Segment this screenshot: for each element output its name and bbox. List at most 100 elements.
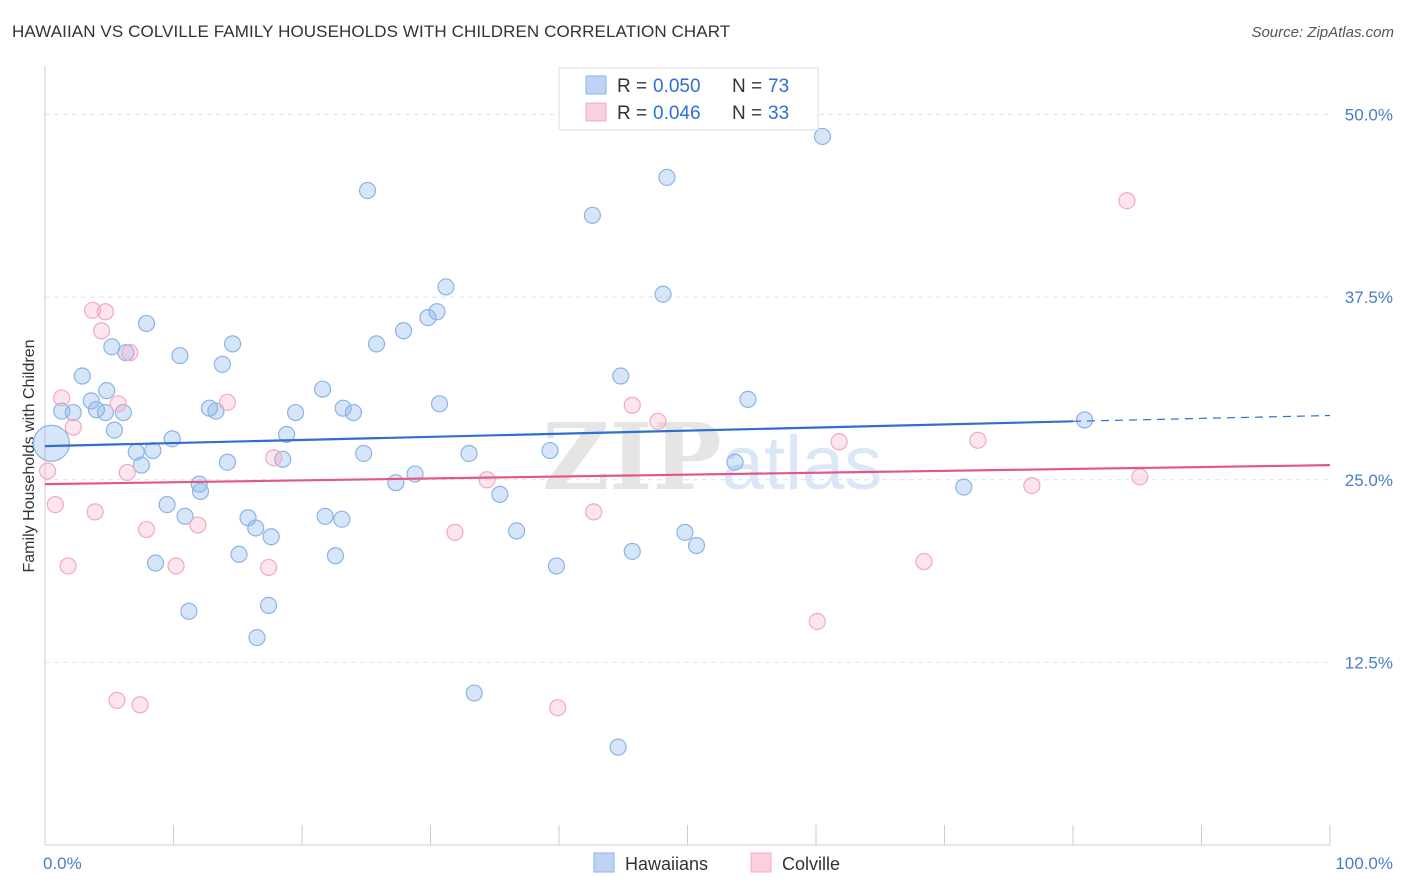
colville-point-27 — [830, 433, 848, 451]
legend-swatch-hawaiians — [585, 75, 607, 95]
hawaiians-point-38 — [313, 380, 332, 398]
hawaiians-point-57 — [507, 522, 526, 540]
hawaiians-point-27 — [218, 453, 237, 471]
colville-point-1 — [46, 495, 64, 514]
hawaiians-point-35 — [274, 450, 292, 468]
y-tick-label-1: 25.0% — [1345, 471, 1393, 490]
colville-point-0 — [38, 462, 57, 480]
colville-point-8 — [96, 303, 114, 321]
trend-lines — [44, 414, 1331, 486]
colville-point-2 — [53, 389, 71, 407]
hawaiians-point-25 — [207, 402, 225, 420]
hawaiians-point-37 — [286, 403, 305, 422]
hawaiians-point-68 — [726, 453, 744, 471]
hawaiians-point-5 — [82, 392, 100, 410]
hawaiians-point-33 — [259, 596, 278, 615]
hawaiians-point-8 — [98, 382, 116, 400]
hawaiians-point-41 — [333, 510, 351, 528]
y-tick-label-0: 12.5% — [1345, 653, 1393, 672]
hawaiians-point-72 — [1075, 411, 1094, 429]
hawaiians-point-20 — [176, 507, 194, 525]
colville-point-12 — [121, 344, 139, 362]
colville-point-9 — [108, 691, 126, 709]
colville-point-28 — [915, 552, 933, 571]
hawaiians-point-2 — [64, 403, 82, 422]
hawaiians-point-31 — [247, 519, 265, 537]
colville-point-10 — [109, 395, 127, 413]
colville-point-20 — [446, 523, 464, 541]
legend-n-value-2: 33 — [768, 103, 789, 124]
watermark-zip: ZIP — [542, 403, 721, 511]
hawaiians-point-70 — [813, 127, 832, 146]
hawaiians-point-13 — [132, 456, 150, 474]
hawaiians-point-17 — [158, 495, 176, 514]
source-label: Source: ZipAtlas.com — [1251, 24, 1394, 41]
hawaiians-point-11 — [114, 403, 132, 422]
hawaiians-trend-line — [44, 420, 1074, 448]
hawaiians-point-62 — [612, 367, 630, 385]
hawaiians-point-61 — [609, 738, 627, 756]
hawaiians-point-36 — [277, 425, 296, 444]
bottom-legend-label-hawaiians: Hawaiians — [625, 854, 708, 874]
grid-lines — [45, 114, 1330, 663]
data-points — [32, 127, 1149, 756]
hawaiians-point-15 — [144, 441, 162, 460]
hawaiians-point-16 — [146, 554, 165, 572]
legend-n-value-1: 73 — [768, 76, 789, 97]
hawaiians-point-67 — [687, 536, 706, 555]
legend: R = 0.050 N = 73 R = 0.046 N = 33 — [558, 67, 819, 131]
hawaiians-point-3 — [73, 367, 91, 385]
colville-point-30 — [1023, 477, 1041, 495]
legend-r-label-2: R = — [617, 103, 647, 124]
hawaiians-point-40 — [326, 547, 345, 565]
y-axis-label: Family Households with Children — [21, 340, 38, 573]
hawaiians-point-46 — [367, 335, 386, 353]
hawaiians-point-45 — [358, 181, 377, 200]
hawaiians-point-69 — [739, 390, 757, 409]
hawaiians-point-54 — [460, 444, 478, 463]
hawaiians-point-39 — [316, 507, 334, 525]
hawaiians-point-26 — [213, 355, 231, 373]
hawaiians-point-60 — [583, 206, 602, 224]
legend-r-value-1: 0.050 — [653, 76, 701, 97]
x-tick-label-max: 100.0% — [1335, 854, 1393, 873]
hawaiians-point-0 — [32, 424, 71, 462]
hawaiians-point-48 — [394, 322, 413, 340]
colville-point-11 — [118, 463, 136, 482]
hawaiians-point-71 — [955, 478, 973, 496]
hawaiians-point-59 — [547, 557, 566, 575]
colville-point-6 — [86, 503, 104, 521]
hawaiians-point-32 — [248, 628, 266, 647]
hawaiians-point-50 — [419, 308, 437, 327]
colville-trend-line — [44, 464, 1331, 486]
hawaiians-point-10 — [117, 344, 135, 362]
hawaiians-point-64 — [654, 285, 672, 303]
hawaiians-point-23 — [191, 482, 210, 501]
hawaiians-point-29 — [230, 545, 248, 563]
legend-n-label-2: N = — [732, 103, 762, 124]
colville-point-23 — [585, 503, 603, 521]
colville-point-32 — [1131, 468, 1149, 486]
colville-point-24 — [623, 396, 641, 414]
chart-title: HAWAIIAN VS COLVILLE FAMILY HOUSEHOLDS W… — [12, 22, 731, 41]
colville-point-15 — [167, 557, 185, 575]
hawaiians-point-18 — [163, 430, 181, 448]
colville-point-4 — [64, 418, 82, 436]
hawaiians-point-44 — [355, 444, 373, 463]
colville-point-17 — [218, 393, 237, 411]
hawaiians-point-43 — [344, 403, 362, 422]
colville-point-18 — [259, 558, 278, 577]
legend-r-label-1: R = — [617, 76, 647, 97]
hawaiians-point-28 — [224, 335, 242, 353]
watermark: ZIP atlas — [542, 403, 882, 511]
bottom-legend-label-colville: Colville — [782, 854, 840, 874]
colville-point-7 — [92, 322, 111, 340]
hawaiians-point-21 — [180, 602, 198, 620]
hawaiians-point-42 — [334, 399, 352, 417]
colville-point-31 — [1118, 192, 1136, 210]
x-tick-label-min: 0.0% — [43, 854, 82, 873]
colville-point-22 — [549, 699, 567, 717]
hawaiians-point-34 — [262, 528, 280, 546]
hawaiians-point-6 — [96, 403, 114, 422]
